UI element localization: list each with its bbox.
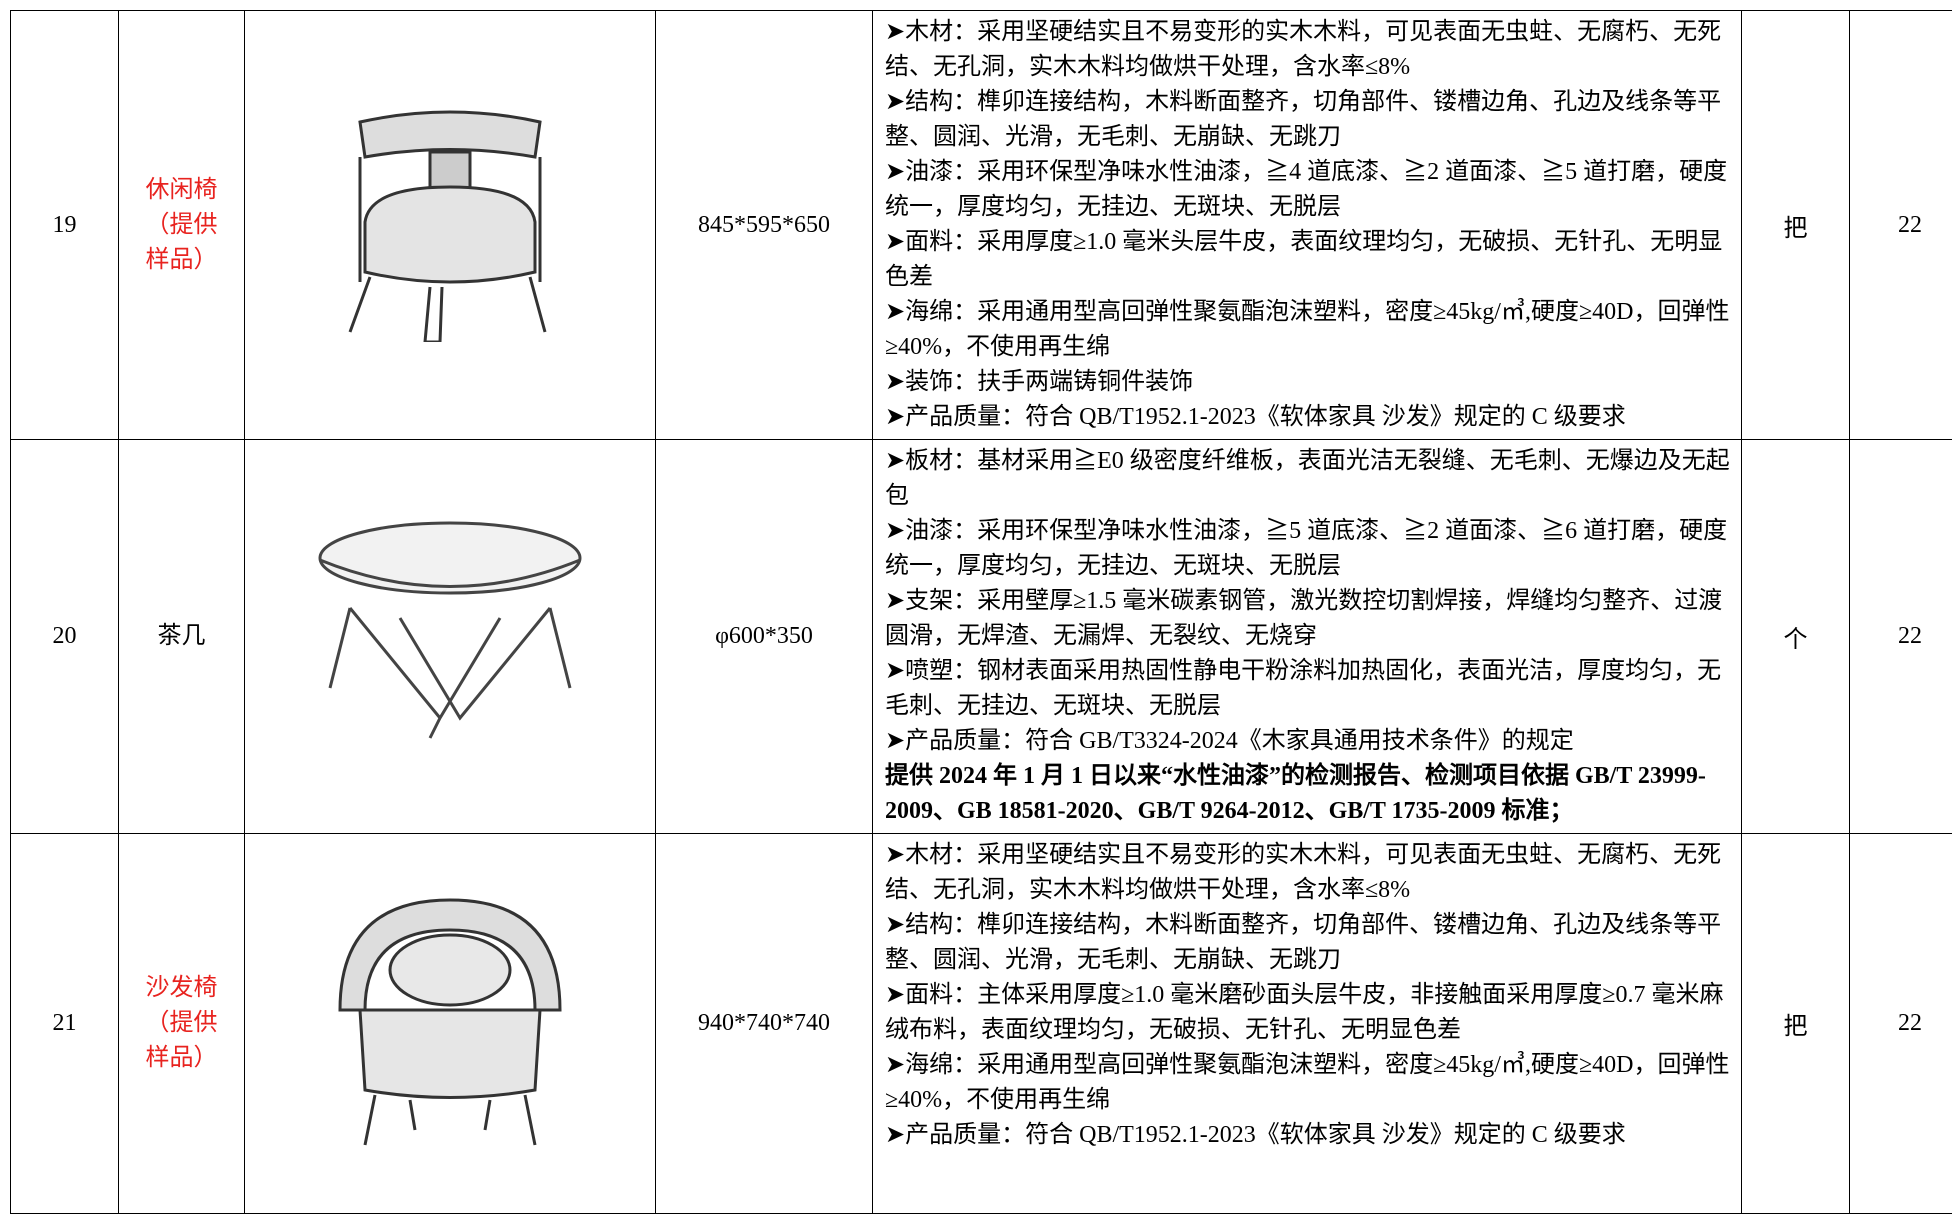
spec-line: ➤支架：采用壁厚≥1.5 毫米碳素钢管，激光数控切割焊接，焊缝均匀整齐、过渡圆滑… [885, 584, 1731, 654]
unit: 把 [1742, 834, 1850, 1214]
spec-line: ➤结构：榫卯连接结构，木料断面整齐，切角部件、镂槽边角、孔边及线条等平整、圆润、… [885, 908, 1731, 978]
spec-line: ➤装饰：扶手两端铸铜件装饰 [885, 365, 1731, 400]
dimensions: φ600*350 [656, 440, 873, 834]
spec-line: ➤木材：采用坚硬结实且不易变形的实木木料，可见表面无虫蛀、无腐朽、无死结、无孔洞… [885, 15, 1731, 85]
spec-line: ➤油漆：采用环保型净味水性油漆，≧4 道底漆、≧2 道面漆、≧5 道打磨，硬度统… [885, 155, 1731, 225]
unit: 把 [1742, 11, 1850, 440]
name-line: 沙发椅 [119, 971, 244, 1006]
specification: ➤木材：采用坚硬结实且不易变形的实木木料，可见表面无虫蛀、无腐朽、无死结、无孔洞… [873, 834, 1742, 1214]
product-image [245, 440, 656, 834]
spec-line: ➤油漆：采用环保型净味水性油漆，≧5 道底漆、≧2 道面漆、≧6 道打磨，硬度统… [885, 514, 1731, 584]
product-image [245, 834, 656, 1214]
spec-line: ➤海绵：采用通用型高回弹性聚氨酯泡沫塑料，密度≥45kg/㎥,硬度≥40D，回弹… [885, 295, 1731, 365]
unit: 个 [1742, 440, 1850, 834]
dimensions: 845*595*650 [656, 11, 873, 440]
dimensions: 940*740*740 [656, 834, 873, 1214]
product-name: 休闲椅（提供样品） [119, 11, 245, 440]
name-line: 样品） [119, 243, 244, 278]
spec-line: ➤产品质量：符合 QB/T1952.1-2023《软体家具 沙发》规定的 C 级… [885, 1118, 1731, 1153]
quantity: 22 [1850, 834, 1952, 1214]
specification: ➤木材：采用坚硬结实且不易变形的实木木料，可见表面无虫蛀、无腐朽、无死结、无孔洞… [873, 11, 1742, 440]
spec-line: ➤海绵：采用通用型高回弹性聚氨酯泡沫塑料，密度≥45kg/㎥,硬度≥40D，回弹… [885, 1048, 1731, 1118]
quantity: 22 [1850, 440, 1952, 834]
spec-line: ➤木材：采用坚硬结实且不易变形的实木木料，可见表面无虫蛀、无腐朽、无死结、无孔洞… [885, 838, 1731, 908]
product-name: 茶几 [119, 440, 245, 834]
name-line: （提供 [119, 1006, 244, 1041]
row-number: 20 [11, 440, 119, 834]
name-line: 样品） [119, 1041, 244, 1076]
specification: ➤板材：基材采用≧E0 级密度纤维板，表面光洁无裂缝、无毛刺、无爆边及无起包➤油… [873, 440, 1742, 834]
spec-line: ➤结构：榫卯连接结构，木料断面整齐，切角部件、镂槽边角、孔边及线条等平整、圆润、… [885, 85, 1731, 155]
name-line: 休闲椅 [119, 173, 244, 208]
spec-line: ➤板材：基材采用≧E0 级密度纤维板，表面光洁无裂缝、无毛刺、无爆边及无起包 [885, 444, 1731, 514]
spec-line: ➤产品质量：符合 QB/T1952.1-2023《软体家具 沙发》规定的 C 级… [885, 400, 1731, 435]
spec-line: ➤面料：采用厚度≥1.0 毫米头层牛皮，表面纹理均匀，无破损、无针孔、无明显色差 [885, 225, 1731, 295]
product-name: 沙发椅（提供样品） [119, 834, 245, 1214]
spec-line: ➤产品质量：符合 GB/T3324-2024《木家具通用技术条件》的规定 [885, 724, 1731, 759]
row-number: 21 [11, 834, 119, 1214]
row-number: 19 [11, 11, 119, 440]
spec-note: 提供 2024 年 1 月 1 日以来“水性油漆”的检测报告、检测项目依据 GB… [885, 759, 1731, 829]
spec-line: ➤面料：主体采用厚度≥1.0 毫米磨砂面头层牛皮，非接触面采用厚度≥0.7 毫米… [885, 978, 1731, 1048]
spec-line: ➤喷塑：钢材表面采用热固性静电干粉涂料加热固化，表面光洁，厚度均匀，无毛刺、无挂… [885, 654, 1731, 724]
quantity: 22 [1850, 11, 1952, 440]
name-line: 茶几 [119, 619, 244, 654]
name-line: （提供 [119, 208, 244, 243]
product-image [245, 11, 656, 440]
